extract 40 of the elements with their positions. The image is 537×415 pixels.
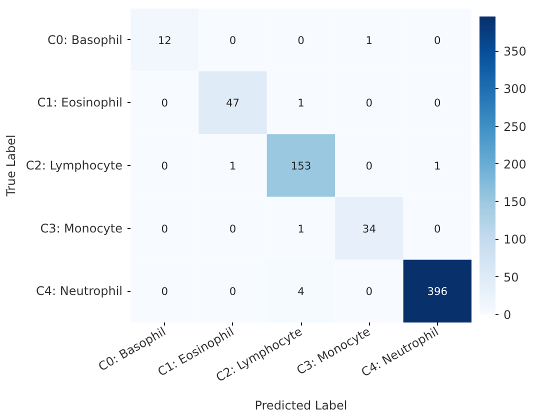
color-bar-label: 100: [504, 232, 526, 247]
data-label: 0: [229, 285, 236, 298]
y-axis-title: True Label: [4, 134, 18, 198]
data-label: 1: [298, 222, 304, 236]
x-axis-title: Predicted Label: [254, 398, 348, 413]
data-label: 1: [229, 160, 236, 172]
data-label: 0: [161, 285, 168, 298]
y-tick-label: C1: Eosinophil: [37, 96, 122, 110]
color-bar-label: 150: [504, 195, 526, 210]
data-label: 1: [434, 160, 441, 172]
data-label: 1: [366, 34, 373, 47]
data-label: 12: [158, 34, 172, 47]
data-label: 0: [366, 160, 373, 172]
color-bar-label: 50: [504, 270, 519, 284]
data-label: 0: [366, 285, 373, 298]
color-bar-label: 300: [504, 82, 526, 96]
y-tick-label: C2: Lymphocyte: [26, 158, 123, 172]
data-label: 153: [290, 160, 312, 172]
data-label: 0: [161, 160, 168, 172]
data-label: 0: [366, 96, 373, 110]
color-bar-label: 250: [504, 120, 526, 134]
color-bar-label: 0: [504, 308, 512, 322]
data-label: 1: [298, 96, 304, 110]
data-label: 34: [362, 222, 376, 236]
data-label: 396: [427, 285, 448, 298]
y-tick-label: C0: Basophil: [48, 32, 123, 47]
data-label: 0: [161, 222, 168, 236]
y-tick-label: C3: Monocyte: [40, 221, 123, 236]
y-tick-label: C4: Neutrophil: [36, 284, 123, 298]
data-label: 0: [434, 222, 442, 236]
data-label: 4: [298, 285, 305, 298]
color-bar-label: 350: [504, 44, 526, 59]
data-label: 0: [229, 222, 236, 236]
data-label: 0: [434, 34, 442, 47]
data-label: 0: [298, 34, 305, 47]
data-label: 0: [434, 96, 442, 110]
data-label: 47: [226, 96, 240, 110]
data-label: 0: [161, 96, 168, 110]
color-bar-label: 200: [504, 157, 526, 172]
data-label: 0: [229, 34, 236, 47]
